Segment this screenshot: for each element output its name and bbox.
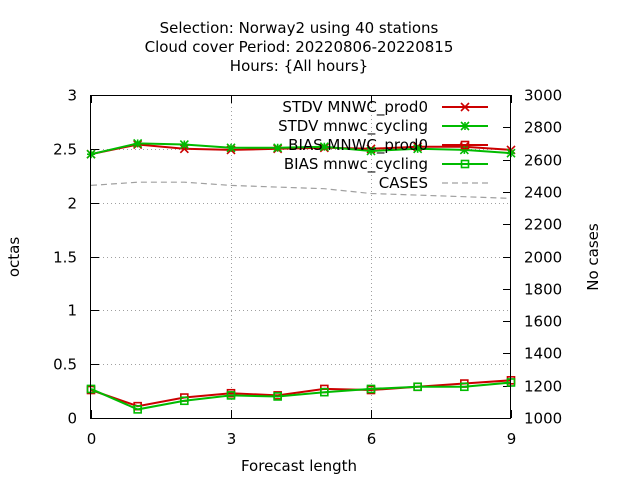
legend-entry: BIAS mnwc_cycling bbox=[284, 155, 488, 174]
x-tick-label: 0 bbox=[87, 430, 97, 448]
data-point bbox=[273, 392, 282, 401]
y2-tick-label: 1400 bbox=[524, 345, 562, 363]
legend-label: BIAS MNWC_prod0 bbox=[288, 136, 428, 155]
y-tick-label: 1.5 bbox=[53, 249, 77, 267]
y-tick-label: 2 bbox=[67, 195, 77, 213]
y-tick-label: 0.5 bbox=[53, 356, 77, 374]
y2-tick-label: 3000 bbox=[524, 87, 562, 105]
legend-entry: STDV mnwc_cycling bbox=[278, 117, 488, 136]
series-line bbox=[90, 379, 512, 408]
data-point bbox=[133, 138, 143, 149]
data-point bbox=[413, 144, 423, 154]
series-bias-mnwc-cycling bbox=[86, 378, 516, 414]
legend-label: CASES bbox=[379, 174, 428, 192]
legend-marker bbox=[460, 102, 470, 112]
x-tick-label: 6 bbox=[367, 430, 377, 448]
y-tick-label: 2.5 bbox=[53, 141, 77, 159]
legend-label: STDV mnwc_cycling bbox=[278, 117, 428, 136]
legend-marker bbox=[460, 140, 470, 150]
data-point bbox=[319, 142, 329, 152]
y-axis-label: octas bbox=[5, 237, 23, 277]
y2-axis-label: No cases bbox=[584, 223, 602, 291]
data-point bbox=[413, 382, 422, 392]
legend-entry: CASES bbox=[379, 174, 488, 192]
y-tick-label: 1 bbox=[67, 302, 77, 320]
series-line bbox=[90, 381, 512, 411]
data-point bbox=[320, 387, 329, 397]
legend-marker bbox=[460, 121, 470, 131]
plot-frame bbox=[90, 95, 511, 419]
series-bias-mnwc-prod0 bbox=[86, 376, 516, 411]
y2-tick-label: 2000 bbox=[524, 249, 562, 267]
series-line bbox=[90, 142, 512, 156]
data-point bbox=[366, 384, 376, 394]
y-tick-label: 3 bbox=[67, 87, 77, 105]
title-line-3: Hours: {All hours} bbox=[230, 57, 368, 75]
series-cases bbox=[90, 181, 512, 199]
legend-entry: BIAS MNWC_prod0 bbox=[288, 136, 488, 155]
series-line bbox=[90, 143, 512, 156]
y2-tick-label: 1800 bbox=[524, 281, 562, 299]
data-point bbox=[226, 391, 236, 400]
legend-label: STDV MNWC_prod0 bbox=[282, 98, 428, 117]
series-line bbox=[90, 181, 512, 199]
title-line-2: Cloud cover Period: 20220806-20220815 bbox=[145, 38, 454, 56]
legend-label: BIAS mnwc_cycling bbox=[284, 155, 428, 174]
data-point bbox=[179, 139, 189, 150]
x-tick-label: 9 bbox=[507, 430, 517, 448]
y2-tick-label: 1000 bbox=[524, 410, 562, 428]
data-point bbox=[460, 382, 469, 392]
y2-tick-label: 2400 bbox=[524, 184, 562, 202]
axis-ticks: 0 0.5 1 1.5 2 2.5 3 1000 1200 1400 1600 1800 2000 220… bbox=[53, 87, 562, 449]
legend-marker bbox=[460, 159, 470, 169]
title-line-1: Selection: Norway2 using 40 stations bbox=[160, 19, 439, 37]
data-point bbox=[273, 143, 283, 153]
y2-tick-label: 2200 bbox=[524, 216, 562, 234]
data-point bbox=[226, 143, 236, 153]
y2-tick-label: 2800 bbox=[524, 119, 562, 137]
chart-title: Selection: Norway2 using 40 stations Clo… bbox=[145, 19, 454, 75]
y2-tick-label: 2600 bbox=[524, 152, 562, 170]
x-axis-label: Forecast length bbox=[241, 457, 357, 475]
y-tick-label: 0 bbox=[67, 410, 77, 428]
legend-entry: STDV MNWC_prod0 bbox=[282, 98, 488, 117]
x-tick-label: 3 bbox=[227, 430, 237, 448]
y2-tick-label: 1200 bbox=[524, 378, 562, 396]
series-lines bbox=[86, 138, 516, 414]
data-point bbox=[180, 396, 189, 406]
y2-tick-label: 1600 bbox=[524, 313, 562, 331]
data-point bbox=[366, 146, 376, 156]
data-point bbox=[133, 405, 142, 414]
